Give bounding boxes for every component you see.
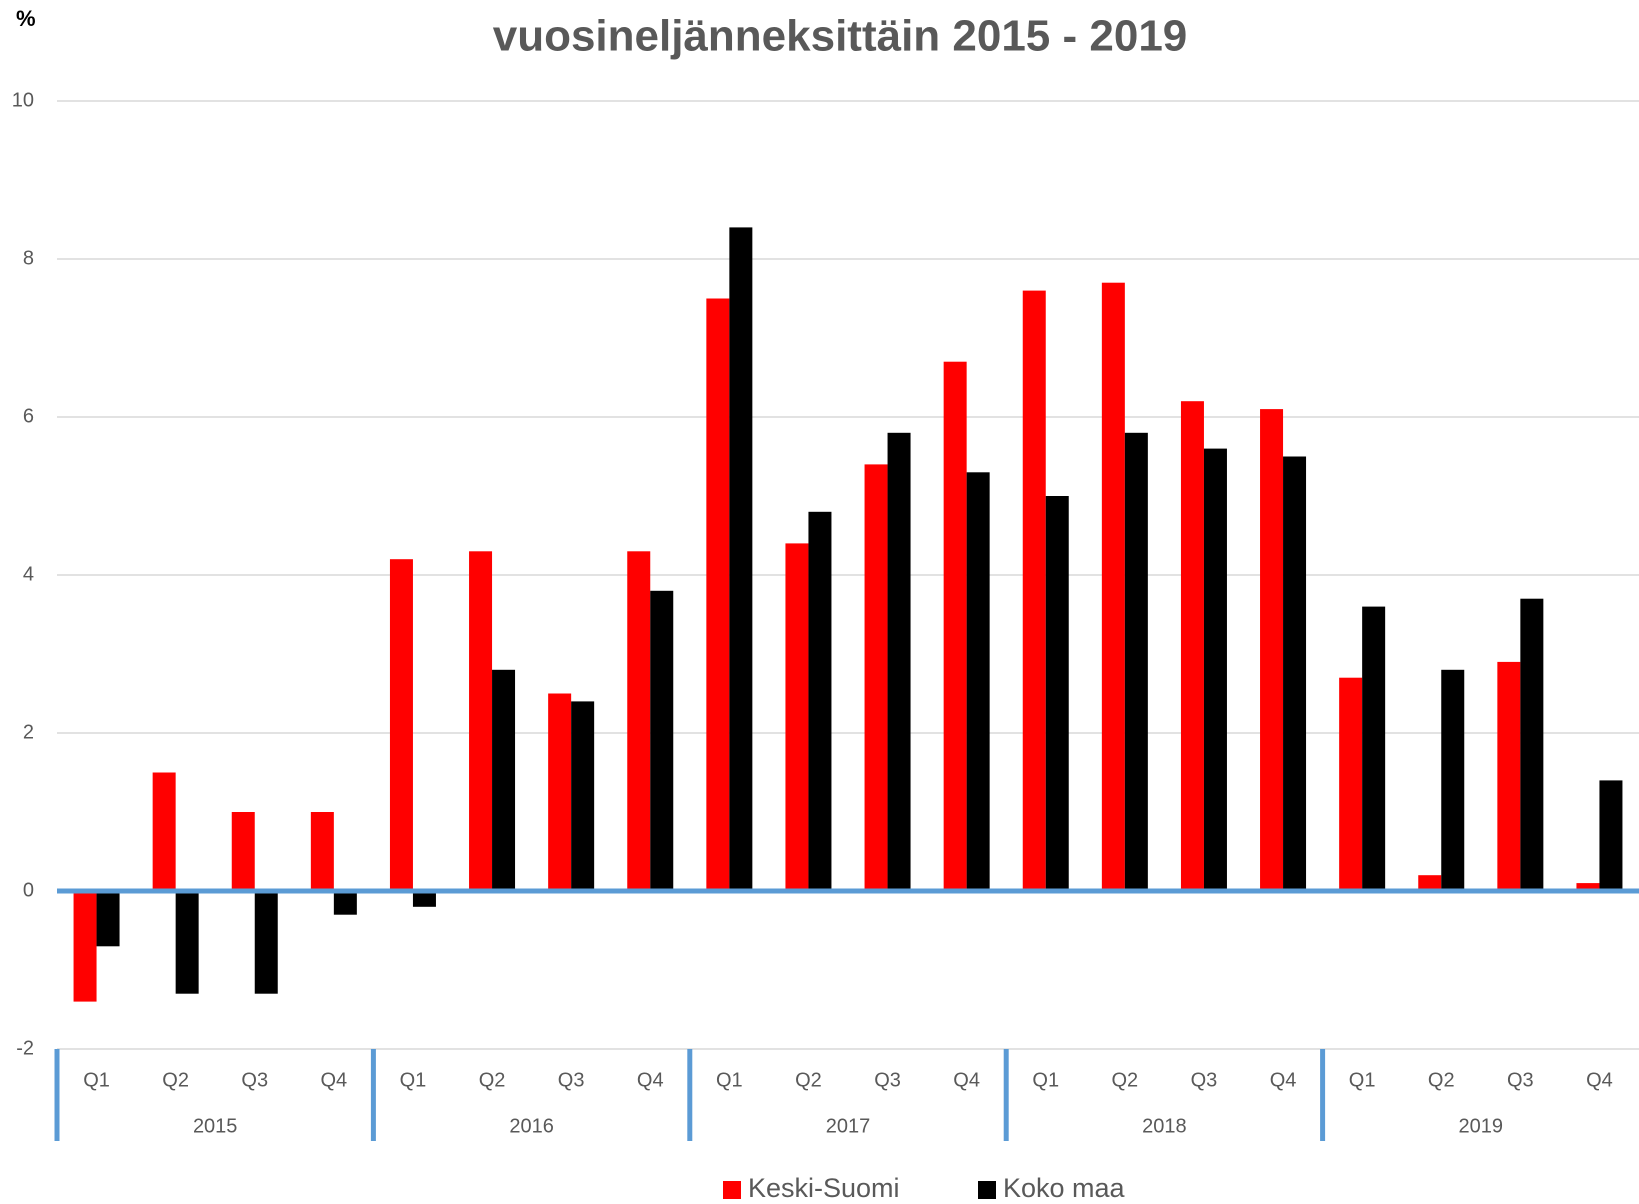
group-label: 2018: [1142, 1115, 1187, 1137]
chart-title: vuosineljänneksittäin 2015 - 2019: [493, 12, 1188, 61]
bar: [1022, 290, 1046, 892]
bar: [864, 464, 888, 891]
bar: [310, 812, 334, 891]
x-tick-label: Q3: [874, 1069, 901, 1091]
bar: [1203, 448, 1227, 891]
bar: [1362, 606, 1386, 891]
group-label: 2016: [509, 1115, 554, 1137]
bar: [887, 432, 911, 891]
bar: [1576, 883, 1600, 891]
x-tick-label: Q2: [479, 1069, 506, 1091]
bar: [966, 472, 990, 891]
x-tick-label: Q4: [953, 1069, 980, 1091]
bar: [1599, 780, 1623, 891]
bar: [333, 891, 357, 915]
x-tick-label: Q1: [83, 1069, 110, 1091]
x-tick-label: Q1: [400, 1069, 427, 1091]
bar: [785, 543, 809, 891]
group-label: 2019: [1459, 1115, 1504, 1137]
bar: [943, 361, 967, 891]
y-tick-label: 4: [23, 563, 34, 585]
x-tick-label: Q3: [1507, 1069, 1534, 1091]
bar: [469, 551, 493, 891]
bar: [1497, 661, 1521, 891]
bar: [1101, 282, 1125, 891]
x-tick-label: Q2: [1428, 1069, 1455, 1091]
bar: [389, 559, 413, 891]
x-tick-label: Q1: [716, 1069, 743, 1091]
bar: [96, 891, 120, 947]
group-label: 2015: [193, 1115, 238, 1137]
x-tick-label: Q4: [321, 1069, 348, 1091]
bar: [1283, 456, 1307, 891]
bar: [73, 891, 97, 1002]
x-tick-label: Q4: [1270, 1069, 1297, 1091]
bar: [1180, 401, 1204, 891]
y-tick-label: 8: [23, 247, 34, 269]
x-tick-label: Q4: [637, 1069, 664, 1091]
y-tick-label: 6: [23, 405, 34, 427]
bar: [1045, 496, 1069, 891]
bar: [706, 298, 730, 891]
legend-swatch: [978, 1181, 996, 1199]
legend-label: Keski-Suomi: [748, 1173, 900, 1203]
bar: [650, 590, 674, 891]
bar: [627, 551, 651, 891]
x-tick-label: Q2: [795, 1069, 822, 1091]
legend-swatch: [723, 1181, 741, 1199]
x-tick-label: Q4: [1586, 1069, 1613, 1091]
bar: [1441, 669, 1465, 891]
y-tick-label: 10: [12, 89, 34, 111]
bar: [808, 511, 832, 891]
x-tick-label: Q1: [1349, 1069, 1376, 1091]
x-tick-label: Q2: [1112, 1069, 1139, 1091]
bar: [1260, 409, 1284, 891]
bar: [1520, 598, 1544, 891]
x-tick-label: Q2: [162, 1069, 189, 1091]
bar: [571, 701, 595, 891]
bar: [254, 891, 278, 994]
bar: [412, 891, 436, 907]
x-tick-label: Q3: [558, 1069, 585, 1091]
bar: [231, 812, 255, 891]
y-axis-label: %: [16, 6, 36, 31]
y-tick-label: -2: [16, 1037, 34, 1059]
bar: [1418, 875, 1442, 891]
y-tick-label: 2: [23, 721, 34, 743]
bar: [1124, 432, 1148, 891]
bar: [152, 772, 176, 891]
bar: [729, 227, 753, 891]
y-tick-label: 0: [23, 879, 34, 901]
x-tick-label: Q3: [1191, 1069, 1218, 1091]
bar: [548, 693, 572, 891]
x-tick-label: Q1: [1032, 1069, 1059, 1091]
bar: [175, 891, 199, 994]
legend-label: Koko maa: [1003, 1173, 1126, 1203]
group-label: 2017: [826, 1115, 871, 1137]
bar: [492, 669, 516, 891]
bar: [1339, 677, 1363, 891]
x-tick-label: Q3: [241, 1069, 268, 1091]
